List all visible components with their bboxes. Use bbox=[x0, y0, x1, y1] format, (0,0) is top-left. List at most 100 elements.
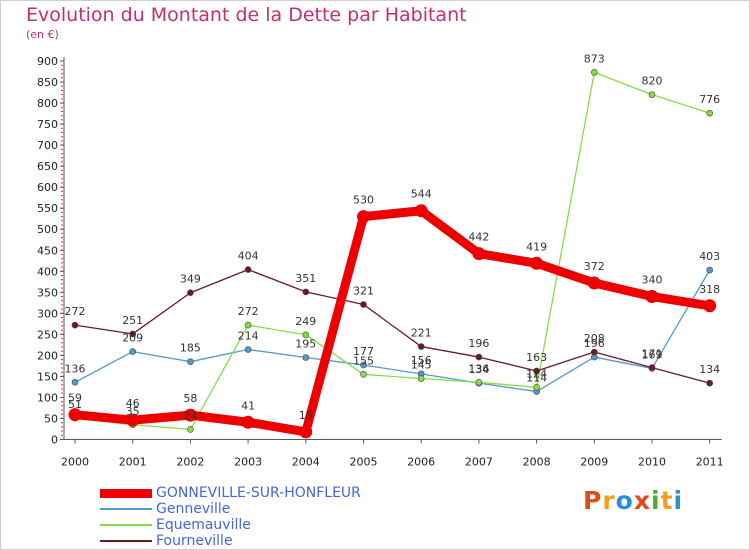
legend-label: GONNEVILLE-SUR-HONFLEUR bbox=[156, 485, 361, 501]
data-label-1: 169 bbox=[642, 348, 663, 361]
data-label-3: 321 bbox=[353, 285, 374, 298]
data-label-3: 163 bbox=[526, 351, 547, 364]
series-point-2 bbox=[533, 384, 540, 391]
data-label-0: 59 bbox=[68, 392, 82, 405]
data-label-2: 145 bbox=[411, 359, 432, 372]
series-point-2 bbox=[302, 331, 310, 339]
series-point-2 bbox=[475, 379, 483, 386]
data-label-1: 214 bbox=[238, 330, 259, 343]
series-point-2 bbox=[706, 109, 714, 117]
series-point-2 bbox=[360, 371, 367, 378]
y-tick-label: 100 bbox=[37, 391, 58, 404]
data-label-1: 134 bbox=[468, 363, 489, 376]
legend-item: Genneville bbox=[100, 501, 361, 517]
legend-item: GONNEVILLE-SUR-HONFLEUR bbox=[100, 485, 361, 501]
series-point-2 bbox=[187, 426, 194, 433]
series-point-0 bbox=[472, 247, 486, 261]
chart-title: Evolution du Montant de la Dette par Hab… bbox=[26, 4, 467, 26]
logo-letter: x bbox=[633, 486, 651, 515]
series-point-1 bbox=[360, 361, 367, 369]
series-point-0 bbox=[183, 408, 197, 422]
chart-subtitle: (en €) bbox=[26, 28, 59, 41]
series-point-1 bbox=[129, 348, 136, 355]
series-line-3 bbox=[74, 268, 711, 384]
x-tick-label: 2001 bbox=[119, 456, 147, 469]
series-point-3 bbox=[590, 348, 598, 356]
series-point-3 bbox=[706, 379, 714, 387]
legend-item: Equemauville bbox=[100, 517, 361, 533]
chart-axes: 0 50 100 150 200 250 300 350 400 450 500 550 600 650 7… bbox=[37, 55, 724, 469]
y-tick-label: 0 bbox=[51, 434, 58, 447]
chart-data-labels: 59 46 58 41 18 530 544 442 419 372 340 318 136 209 185… bbox=[65, 52, 721, 422]
series-point-3 bbox=[533, 367, 540, 375]
data-label-3: 171 bbox=[642, 348, 663, 361]
series-point-1 bbox=[244, 346, 252, 353]
y-tick-label: 850 bbox=[37, 76, 58, 89]
x-tick-label: 2010 bbox=[638, 456, 666, 469]
logo-letter: i bbox=[651, 486, 661, 515]
data-label-1: 209 bbox=[122, 332, 143, 345]
data-label-2: 35 bbox=[126, 405, 140, 418]
series-point-1 bbox=[187, 358, 194, 365]
data-label-2: 136 bbox=[468, 362, 489, 375]
data-label-1: 136 bbox=[65, 362, 86, 375]
x-tick-label: 2002 bbox=[176, 456, 204, 469]
x-tick-label: 2004 bbox=[292, 456, 320, 469]
data-label-1: 114 bbox=[526, 372, 547, 385]
x-tick-label: 2000 bbox=[61, 456, 89, 469]
legend-label: Genneville bbox=[156, 501, 231, 517]
y-tick-label: 750 bbox=[37, 118, 58, 131]
x-tick-label: 2006 bbox=[407, 456, 435, 469]
data-label-2: 24 bbox=[183, 409, 197, 422]
data-label-1: 196 bbox=[584, 337, 605, 350]
y-tick-label: 200 bbox=[37, 349, 58, 362]
legend-swatch bbox=[100, 524, 152, 526]
series-point-0 bbox=[126, 413, 140, 427]
y-tick-label: 650 bbox=[37, 160, 58, 173]
y-tick-label: 900 bbox=[37, 55, 58, 68]
x-tick-label: 2003 bbox=[234, 456, 262, 469]
data-label-3: 134 bbox=[699, 363, 720, 376]
y-tick-label: 500 bbox=[37, 223, 58, 236]
series-point-3 bbox=[302, 288, 310, 296]
data-label-2: 873 bbox=[584, 52, 605, 65]
series-point-0 bbox=[68, 408, 82, 422]
x-tick-label: 2011 bbox=[696, 456, 724, 469]
data-label-1: 177 bbox=[353, 345, 374, 358]
data-label-0: 442 bbox=[468, 231, 489, 244]
legend-swatch bbox=[100, 540, 152, 542]
series-point-3 bbox=[129, 330, 136, 338]
series-point-0 bbox=[241, 415, 255, 429]
data-label-1: 156 bbox=[411, 354, 432, 367]
data-label-3: 221 bbox=[411, 327, 432, 340]
data-label-0: 18 bbox=[299, 409, 313, 422]
series-point-0 bbox=[530, 256, 544, 270]
data-label-3: 196 bbox=[468, 337, 489, 350]
y-tick-label: 700 bbox=[37, 139, 58, 152]
y-tick-label: 400 bbox=[37, 265, 58, 278]
data-label-0: 372 bbox=[584, 260, 605, 273]
series-line-2 bbox=[74, 71, 711, 431]
legend-item: Fourneville bbox=[100, 533, 361, 549]
y-tick-label: 450 bbox=[37, 244, 58, 257]
series-point-3 bbox=[360, 301, 367, 308]
y-tick-label: 350 bbox=[37, 286, 58, 299]
series-point-2 bbox=[417, 375, 425, 382]
y-tick-label: 300 bbox=[37, 307, 58, 320]
data-label-0: 530 bbox=[353, 194, 374, 207]
data-label-3: 208 bbox=[584, 332, 605, 345]
x-tick-label: 2005 bbox=[350, 456, 378, 469]
y-tick-label: 150 bbox=[37, 370, 58, 383]
data-label-2: 272 bbox=[238, 305, 259, 318]
series-line-1 bbox=[74, 269, 711, 393]
data-label-1: 185 bbox=[180, 342, 201, 355]
series-point-3 bbox=[187, 289, 194, 297]
logo-letter: P bbox=[583, 486, 603, 515]
series-point-1 bbox=[706, 266, 714, 274]
data-label-2: 820 bbox=[642, 75, 663, 88]
series-point-2 bbox=[590, 69, 598, 76]
series-point-3 bbox=[648, 364, 656, 371]
series-point-3 bbox=[244, 266, 252, 273]
